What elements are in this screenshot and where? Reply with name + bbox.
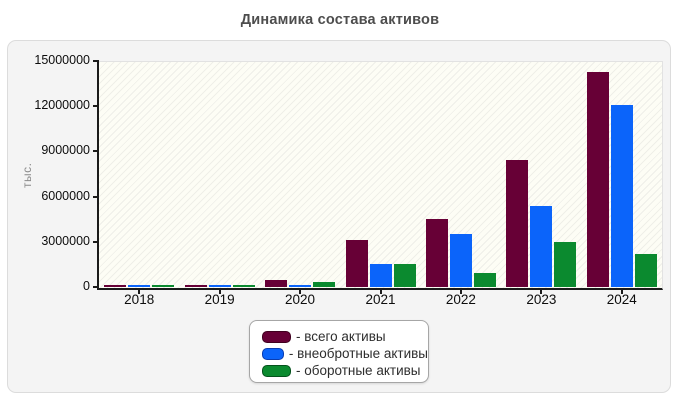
y-tick-mark [93,105,99,108]
legend-swatch [262,330,291,343]
bar-2023-s0 [506,160,529,287]
bar-2020-s0 [265,280,288,287]
legend-item: - всего активы [262,328,428,345]
y-tick-mark [93,240,99,243]
chart-title: Динамика состава активов [240,12,440,28]
bar-2019-s1 [208,285,231,287]
y-tick-mark [93,195,99,198]
bar-2018-s2 [152,284,175,287]
y-tick-label: 12000000 [34,98,90,113]
legend-swatch [262,347,284,360]
bar-2022-s2 [473,272,496,287]
legend: - всего активы - внеобротные активы - обор… [249,320,429,383]
bar-2021-s1 [369,263,392,287]
bar-2020-s1 [289,285,312,287]
year-label: 2021 [365,292,396,307]
x-tick-mark [459,288,462,294]
x-tick-mark [299,288,302,294]
bar-2024-s1 [610,104,633,287]
year-label: 2020 [285,292,316,307]
x-tick-mark [138,288,141,294]
y-tick-mark [93,286,99,288]
year-label: 2024 [606,292,637,307]
bar-2023-s2 [554,241,577,287]
bar-2018-s0 [104,285,127,287]
year-label: 2018 [124,292,155,307]
y-tick-mark [93,60,99,62]
legend-label: - всего активы [296,329,386,344]
y-tick-mark [93,150,99,153]
x-tick-mark [620,288,623,294]
bar-2021-s0 [345,240,368,287]
y-tick-label: 3000000 [41,233,90,248]
x-tick-mark [379,288,382,294]
bar-2020-s2 [313,281,336,287]
bar-2021-s2 [393,263,416,287]
y-tick-label: 0 [83,279,90,293]
x-tick-mark [218,288,221,294]
bar-2022-s0 [425,219,448,287]
bar-2022-s1 [449,233,472,287]
x-tick-mark [540,288,543,294]
legend-label: - внеобротные активы [288,346,428,361]
legend-label: - оборотные активы [296,363,421,378]
y-tick-label: 15000000 [34,53,90,67]
legend-swatch [262,364,291,377]
y-tick-label: 9000000 [41,143,90,158]
y-tick-label: 6000000 [41,188,90,203]
year-label: 2019 [204,292,235,307]
plot-area [97,61,663,290]
bar-2024-s2 [634,253,657,287]
bar-2019-s2 [232,284,255,287]
bar-2023-s1 [530,205,553,287]
year-label: 2022 [445,292,476,307]
legend-item: - внеобротные активы [262,345,428,362]
legend-item: - оборотные активы [262,362,428,379]
year-label: 2023 [526,292,557,307]
bar-2018-s1 [128,285,151,287]
bar-2019-s0 [184,285,207,287]
bar-2024-s0 [586,72,609,287]
